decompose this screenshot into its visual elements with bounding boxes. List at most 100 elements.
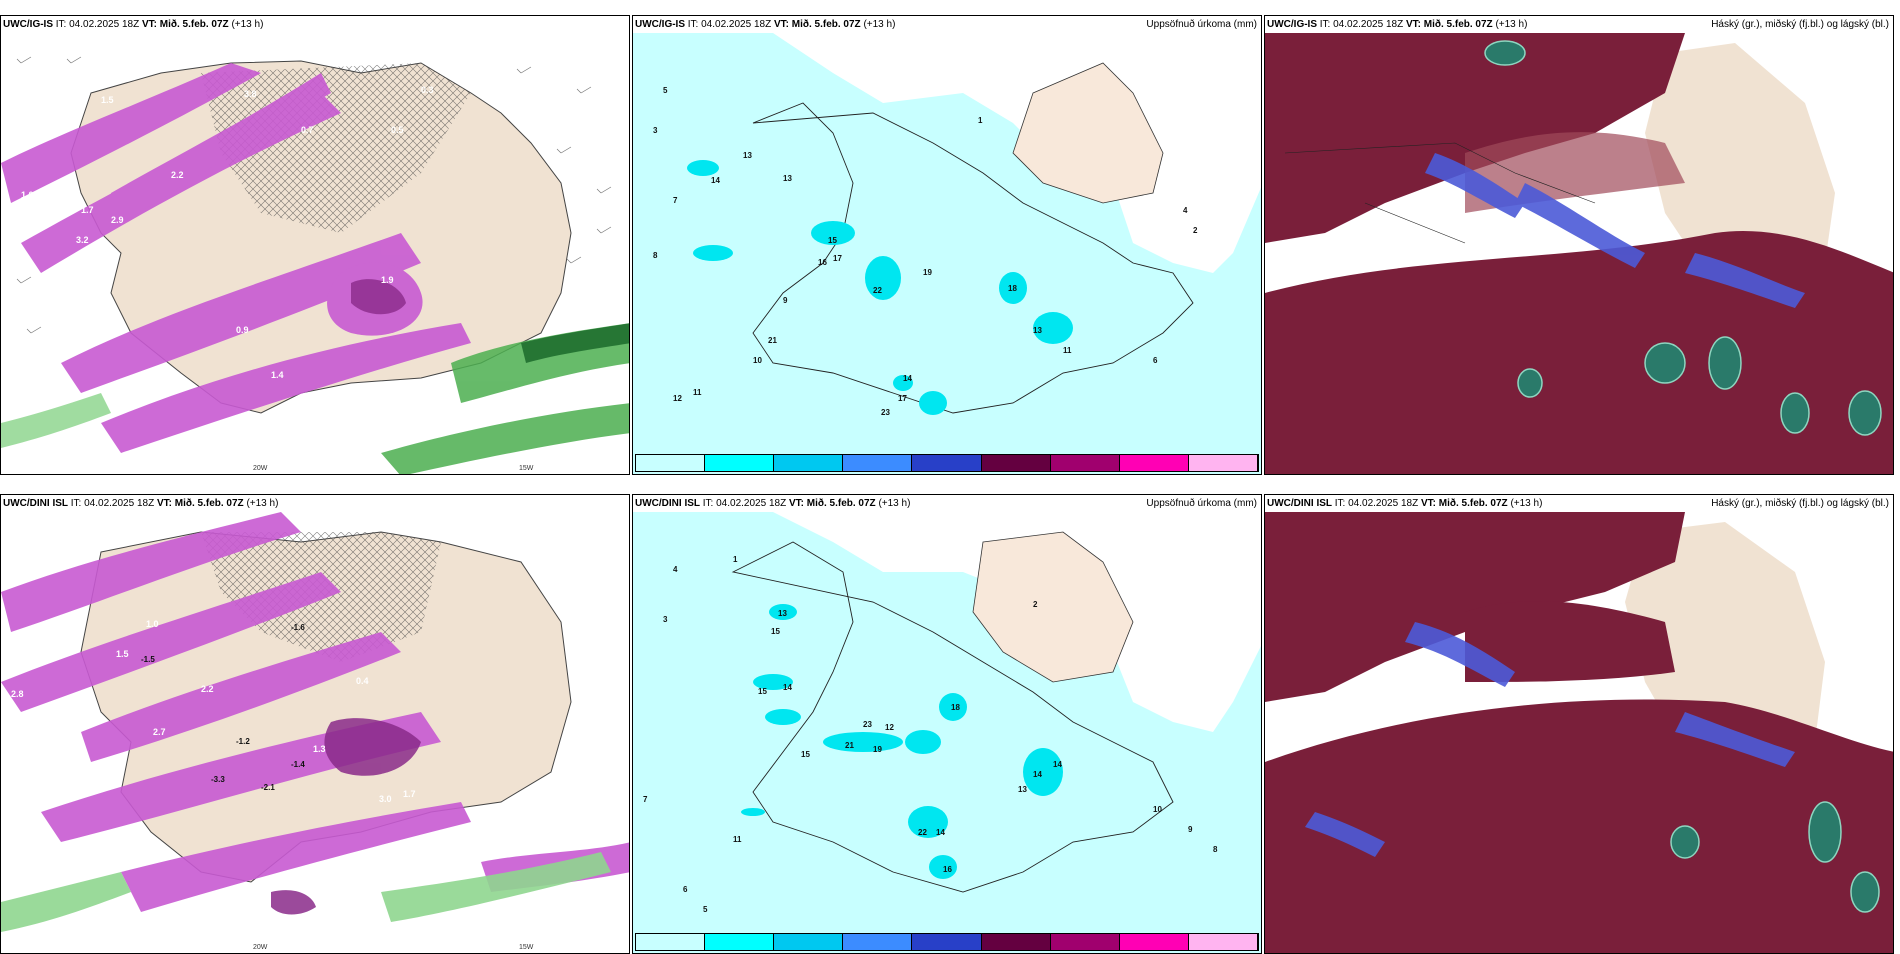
svg-text:8: 8	[653, 251, 658, 260]
svg-text:1.0: 1.0	[21, 190, 34, 200]
precip-colorbar: 110255075100150200400	[635, 933, 1259, 953]
svg-text:2: 2	[1033, 600, 1038, 609]
svg-text:16: 16	[818, 258, 827, 267]
svg-text:0.9: 0.9	[236, 325, 249, 335]
svg-text:6: 6	[683, 885, 688, 894]
svg-text:1.5: 1.5	[101, 95, 114, 105]
svg-text:3: 3	[653, 126, 658, 135]
colorbar-segment	[843, 934, 913, 950]
panel-right-title: Háský (gr.), miðský (fj.bl.) og lágský (…	[1711, 19, 1889, 30]
colorbar-segment	[1050, 934, 1120, 950]
svg-text:2.0: 2.0	[61, 734, 74, 744]
svg-text:14: 14	[1053, 760, 1062, 769]
svg-text:9: 9	[1188, 825, 1193, 834]
svg-text:8: 8	[1213, 845, 1218, 854]
panel-right-title: Uppsöfnuð úrkoma (mm)	[1146, 19, 1257, 30]
svg-text:5: 5	[663, 86, 668, 95]
colorbar-segment	[981, 934, 1051, 950]
map-panel-dini-wind: UWC/DINI ISL IT: 04.02.2025 18Z VT: Mið.…	[0, 494, 630, 954]
panel-header: UWC/DINI ISL IT: 04.02.2025 18Z VT: Mið.…	[3, 498, 279, 509]
svg-text:13: 13	[783, 174, 792, 183]
svg-text:10: 10	[1153, 805, 1162, 814]
colorbar-segment	[1188, 934, 1258, 950]
svg-text:11: 11	[733, 835, 742, 844]
map-panel-igis-clouds: UWC/IG-IS IT: 04.02.2025 18Z VT: Mið. 5.…	[1264, 15, 1894, 475]
lon-label-15w: 15W	[519, 465, 534, 472]
svg-text:12: 12	[885, 723, 894, 732]
colorbar-label: 10	[705, 473, 714, 474]
mid-cloud	[1425, 153, 1805, 308]
svg-text:1.1: 1.1	[351, 395, 364, 405]
colorbar-label: 75	[912, 473, 921, 474]
svg-text:-1.2: -1.2	[236, 737, 250, 746]
cloud-map[interactable]	[1265, 33, 1893, 474]
svg-text:15: 15	[828, 236, 837, 245]
svg-text:12: 12	[673, 394, 682, 403]
svg-text:1: 1	[733, 555, 738, 564]
svg-text:10: 10	[753, 356, 762, 365]
high-cloud	[1484, 40, 1882, 436]
wind-precip-map[interactable]: 1.0 1.5 2.2 2.8 -1.6 -1.5 2.0 2.7 -1.2 -…	[1, 512, 629, 953]
colorbar-segment	[636, 934, 706, 950]
svg-text:16: 16	[943, 865, 952, 874]
svg-text:14: 14	[1033, 770, 1042, 779]
colorbar-label: 1	[636, 473, 640, 474]
svg-text:-1.4: -1.4	[291, 760, 305, 769]
colorbar-label: 25	[774, 473, 783, 474]
svg-text:1.5: 1.5	[116, 649, 129, 659]
svg-text:-3.3: -3.3	[211, 775, 225, 784]
svg-text:7: 7	[643, 795, 648, 804]
cloud-map[interactable]	[1265, 512, 1893, 953]
svg-text:11: 11	[1063, 346, 1072, 355]
svg-text:23: 23	[881, 408, 890, 417]
svg-text:19: 19	[873, 745, 882, 754]
svg-text:13: 13	[778, 609, 787, 618]
panel-header: UWC/DINI ISL IT: 04.02.2025 18Z VT: Mið.…	[635, 498, 911, 509]
svg-text:3.0: 3.0	[379, 794, 392, 804]
colorbar-segment	[912, 455, 982, 471]
svg-text:13: 13	[1018, 785, 1027, 794]
lon-label-20w: 20W	[253, 944, 268, 951]
colorbar-segment	[1050, 455, 1120, 471]
precip-blobs	[687, 160, 1073, 415]
svg-text:2.2: 2.2	[171, 170, 184, 180]
panel-header: UWC/IG-IS IT: 04.02.2025 18Z VT: Mið. 5.…	[635, 19, 896, 30]
svg-text:1.7: 1.7	[403, 789, 416, 799]
colorbar-segment	[636, 455, 706, 471]
map-panel-dini-precip: UWC/DINI ISL IT: 04.02.2025 18Z VT: Mið.…	[632, 494, 1262, 954]
svg-text:0.3: 0.3	[421, 85, 434, 95]
precip-map[interactable]: 13 13 14 15 17 16 22 19 18 13 11 14 17 2…	[633, 33, 1261, 474]
svg-text:-1.5: -1.5	[141, 655, 155, 664]
svg-text:23: 23	[863, 720, 872, 729]
svg-text:2: 2	[1193, 226, 1198, 235]
svg-text:17: 17	[898, 394, 907, 403]
colorbar-segment	[1188, 455, 1258, 471]
colorbar-segment	[774, 455, 844, 471]
svg-text:22: 22	[918, 828, 927, 837]
wind-precip-svg: 2.5 2.0 1.5 0.7 1.9 3.8 2.9 2.2 1.0 0.9 …	[1, 33, 629, 474]
svg-text:-2.1: -2.1	[261, 783, 275, 792]
svg-text:13: 13	[1033, 326, 1042, 335]
svg-text:5: 5	[703, 905, 708, 914]
svg-text:3.2: 3.2	[76, 235, 89, 245]
colorbar-segment	[705, 455, 775, 471]
svg-text:9: 9	[783, 296, 788, 305]
svg-text:2.5: 2.5	[56, 45, 69, 55]
svg-text:15: 15	[771, 627, 780, 636]
svg-text:0.4: 0.4	[356, 676, 369, 686]
colorbar-segment	[912, 934, 982, 950]
colorbar-segment	[843, 455, 913, 471]
wind-precip-map[interactable]: 2.5 2.0 1.5 0.7 1.9 3.8 2.9 2.2 1.0 0.9 …	[1, 33, 629, 474]
svg-text:2.0: 2.0	[141, 47, 154, 57]
svg-text:7: 7	[673, 196, 678, 205]
svg-text:2.7: 2.7	[153, 727, 166, 737]
snow-bands	[1, 63, 471, 453]
map-panel-dini-clouds: UWC/DINI ISL IT: 04.02.2025 18Z VT: Mið.…	[1264, 494, 1894, 954]
svg-text:21: 21	[845, 741, 854, 750]
precip-map[interactable]: 13 15 14 15 1 8 23 12 21 19 14 13 22 14 1…	[633, 512, 1261, 953]
colorbar-label: 150	[1051, 473, 1064, 474]
svg-text:0.7: 0.7	[301, 125, 314, 135]
svg-text:15: 15	[758, 687, 767, 696]
svg-text:14: 14	[783, 683, 792, 692]
svg-text:1: 1	[978, 116, 983, 125]
